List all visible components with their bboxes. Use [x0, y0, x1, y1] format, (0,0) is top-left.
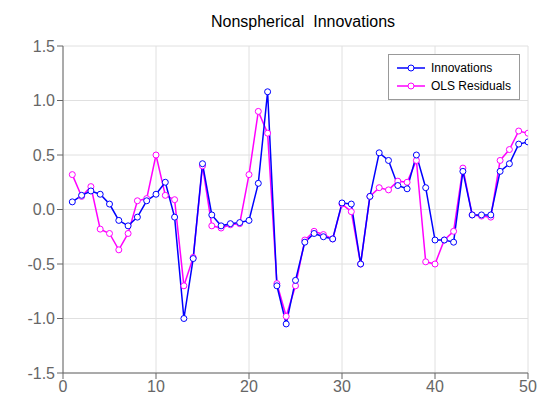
- svg-text:-1.5: -1.5: [27, 365, 55, 382]
- svg-text:1.0: 1.0: [33, 92, 55, 109]
- svg-text:20: 20: [240, 378, 258, 395]
- html-text:Innovations: Innovations: [431, 61, 493, 75]
- svg-text:40: 40: [426, 378, 444, 395]
- svg-text:-0.5: -0.5: [27, 256, 55, 273]
- html-text:OLS Residuals: OLS Residuals: [431, 79, 511, 93]
- svg-text:0.0: 0.0: [33, 201, 55, 218]
- svg-text:1.5: 1.5: [33, 38, 55, 55]
- svg-text:10: 10: [147, 378, 165, 395]
- svg-text:-1.0: -1.0: [27, 310, 55, 327]
- svg-text:50: 50: [519, 378, 537, 395]
- html-text:Nonspherical Innovations: Nonspherical Innovations: [210, 13, 395, 30]
- svg-text:0: 0: [59, 378, 68, 395]
- svg-text:0.5: 0.5: [33, 147, 55, 164]
- svg-text:30: 30: [333, 378, 351, 395]
